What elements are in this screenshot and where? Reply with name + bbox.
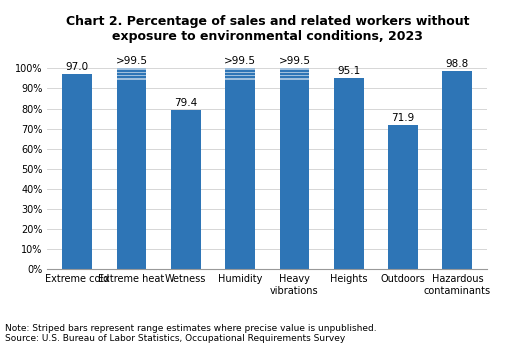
Bar	[225, 68, 255, 269]
Bar	[279, 68, 309, 269]
Bar	[225, 75, 255, 77]
Bar	[388, 125, 418, 269]
Bar	[225, 68, 255, 70]
Bar	[279, 72, 309, 73]
Bar	[117, 78, 147, 80]
Bar	[117, 75, 147, 77]
Bar	[279, 68, 309, 70]
Text: >99.5: >99.5	[278, 56, 310, 66]
Text: 79.4: 79.4	[174, 98, 197, 108]
Bar	[117, 68, 147, 70]
Bar	[117, 68, 147, 269]
Text: 98.8: 98.8	[446, 59, 469, 69]
Bar	[117, 72, 147, 73]
Bar	[279, 78, 309, 80]
Bar	[225, 72, 255, 73]
Bar	[279, 75, 309, 77]
Text: >99.5: >99.5	[116, 56, 148, 66]
Bar	[334, 78, 364, 269]
Text: 95.1: 95.1	[337, 66, 360, 76]
Title: Chart 2. Percentage of sales and related workers without
exposure to environment: Chart 2. Percentage of sales and related…	[66, 15, 469, 43]
Text: Source: U.S. Bureau of Labor Statistics, Occupational Requirements Survey: Source: U.S. Bureau of Labor Statistics,…	[5, 334, 345, 343]
Bar	[225, 78, 255, 80]
Bar	[62, 75, 92, 269]
Bar	[442, 71, 472, 269]
Text: >99.5: >99.5	[224, 56, 256, 66]
Text: 97.0: 97.0	[66, 62, 89, 72]
Text: Note: Striped bars represent range estimates where precise value is unpublished.: Note: Striped bars represent range estim…	[5, 324, 377, 333]
Bar	[171, 110, 201, 269]
Text: 71.9: 71.9	[391, 113, 415, 123]
